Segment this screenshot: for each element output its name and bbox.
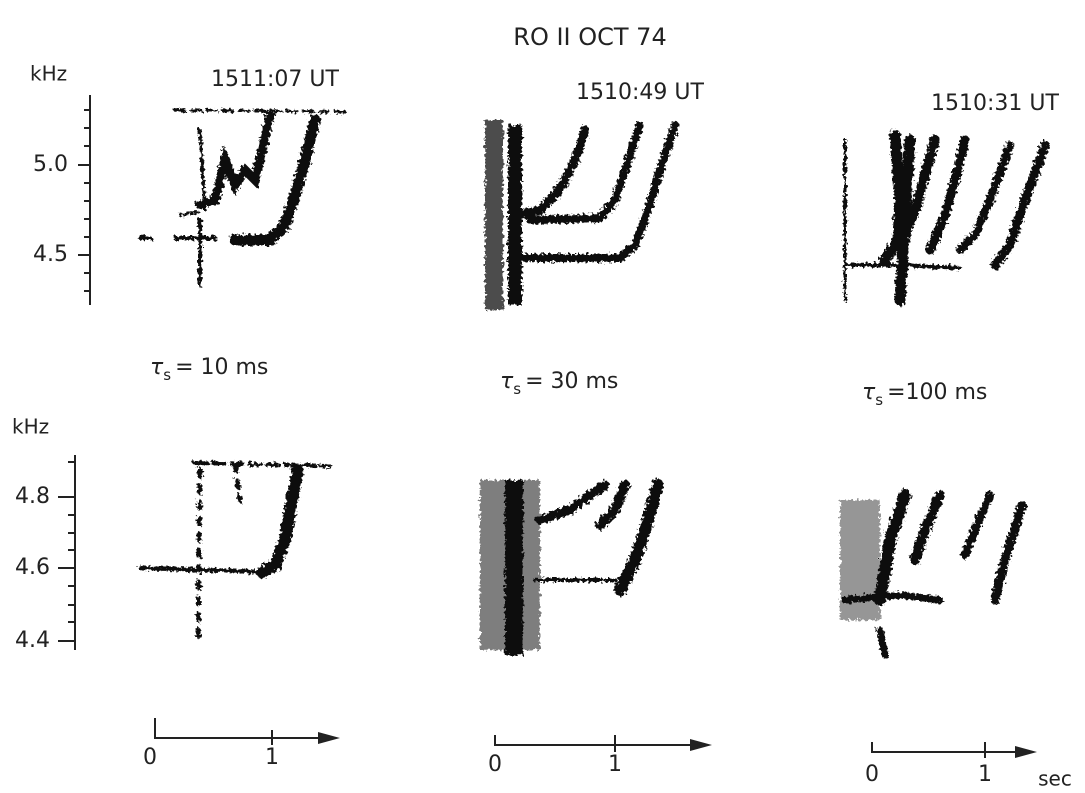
- time-unit: sec: [1038, 767, 1072, 791]
- tick-label: 4.4: [15, 628, 50, 653]
- time-tick-label: 0: [488, 752, 502, 777]
- tick-label: 4.5: [33, 242, 68, 267]
- time-tick-label: 0: [143, 745, 157, 770]
- figure-title: RO II OCT 74: [513, 23, 666, 51]
- tau-subscript: s: [875, 391, 883, 409]
- tau-label: τs =100 ms: [862, 380, 987, 409]
- tau-value: =100 ms: [887, 380, 987, 405]
- time-stamp: 1510:31 UT: [931, 91, 1059, 116]
- tau-symbol: τ: [500, 369, 514, 394]
- time-tick-label: 1: [608, 752, 622, 777]
- frequency-axes: [58, 95, 91, 650]
- time-tick-label: 0: [865, 762, 879, 787]
- axis-unit: kHz: [30, 62, 67, 86]
- tau-subscript: s: [513, 380, 521, 398]
- tau-value: = 30 ms: [525, 369, 618, 394]
- spectrograms: [138, 108, 1050, 659]
- time-stamp: 1511:07 UT: [211, 67, 339, 92]
- axis-unit: kHz: [12, 415, 49, 439]
- tau-subscript: s: [163, 366, 171, 384]
- tick-label: 5.0: [33, 152, 68, 177]
- tau-symbol: τ: [150, 355, 164, 380]
- tau-symbol: τ: [862, 380, 876, 405]
- time-axes: [154, 718, 1037, 758]
- time-tick-label: 1: [265, 745, 279, 770]
- tick-label: 4.8: [15, 484, 50, 509]
- tick-label: 4.6: [15, 555, 50, 580]
- tau-label: τs = 30 ms: [500, 369, 618, 398]
- tau-value: = 10 ms: [175, 355, 268, 380]
- time-stamp: 1510:49 UT: [576, 80, 704, 105]
- time-tick-label: 1: [978, 762, 992, 787]
- tau-label: τs = 10 ms: [150, 355, 268, 384]
